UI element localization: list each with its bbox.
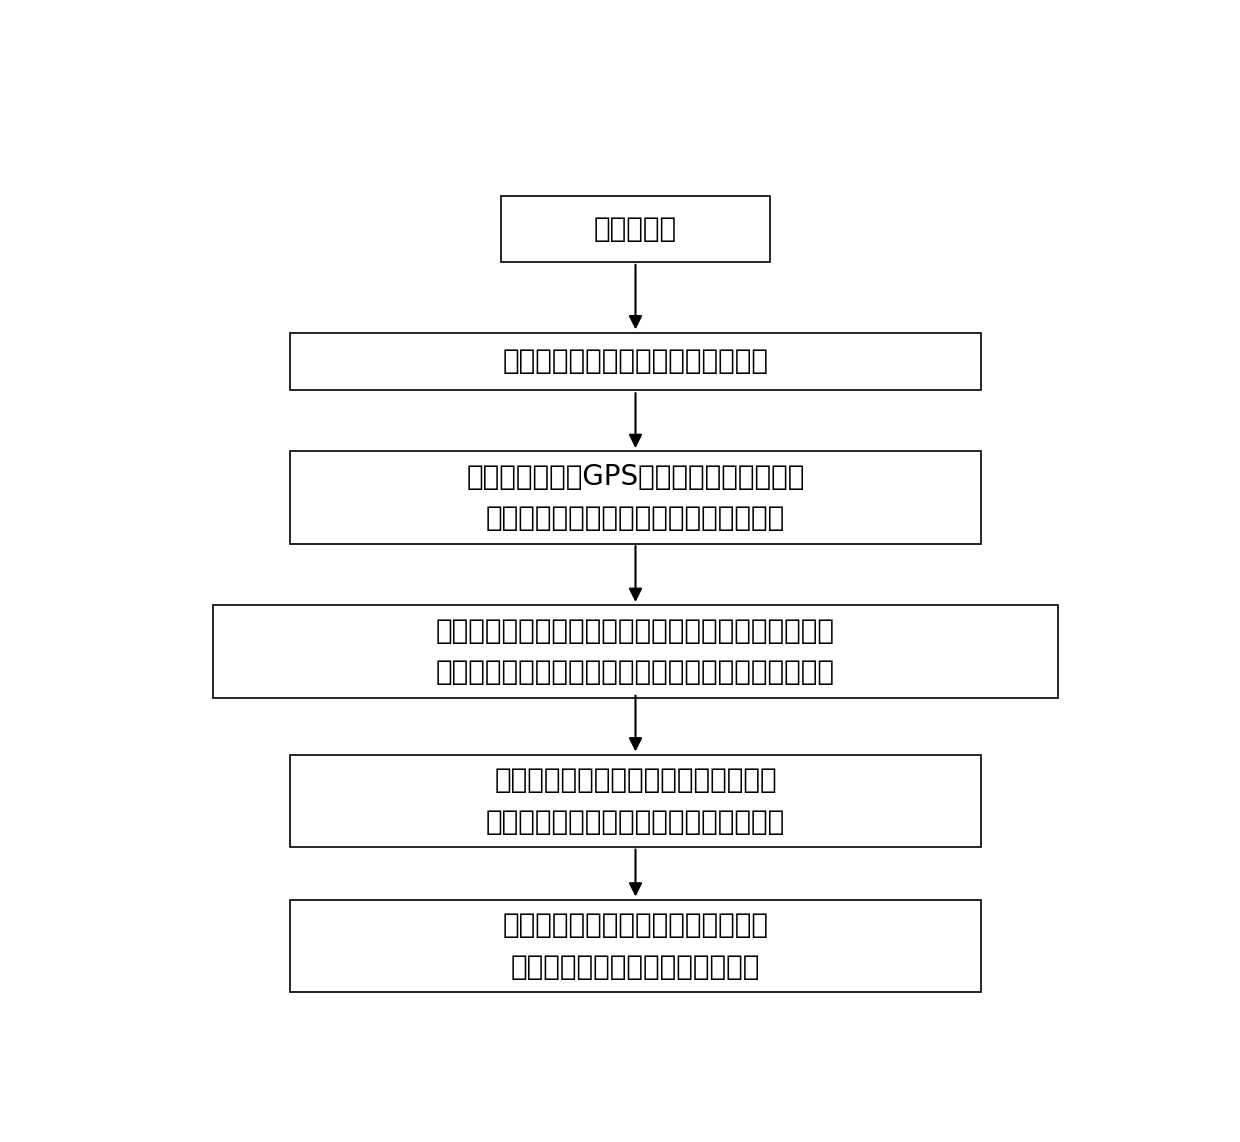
Text: 各编队成员利用GPS获得自己的位置信息，
并将该信息发送到本编队指定的中心节点: 各编队成员利用GPS获得自己的位置信息， 并将该信息发送到本编队指定的中心节点 <box>466 463 805 532</box>
Text: 当编队内所有节点都收到各自的功率
消息后，将发射功率设置为最佳值: 当编队内所有节点都收到各自的功率 消息后，将发射功率设置为最佳值 <box>502 911 769 981</box>
Text: 所有节点的发射功率都设置为最大值: 所有节点的发射功率都设置为最大值 <box>502 347 769 376</box>
Text: 网络初始化: 网络初始化 <box>594 216 677 243</box>
FancyBboxPatch shape <box>290 451 982 544</box>
FancyBboxPatch shape <box>290 332 982 389</box>
FancyBboxPatch shape <box>213 605 1058 698</box>
FancyBboxPatch shape <box>290 900 982 992</box>
FancyBboxPatch shape <box>501 196 770 263</box>
Text: 各编队中心节点搜集本编队成员的位置信息，当全部搜
集到后运行拓扑控制算法，得到各节点的最佳发射功率: 各编队中心节点搜集本编队成员的位置信息，当全部搜 集到后运行拓扑控制算法，得到各… <box>436 617 835 686</box>
Text: 中心节点采用最大发射功率，将本编队
各成员的最佳发射功率值发送到相应节点: 中心节点采用最大发射功率，将本编队 各成员的最佳发射功率值发送到相应节点 <box>486 766 785 836</box>
FancyBboxPatch shape <box>290 755 982 847</box>
